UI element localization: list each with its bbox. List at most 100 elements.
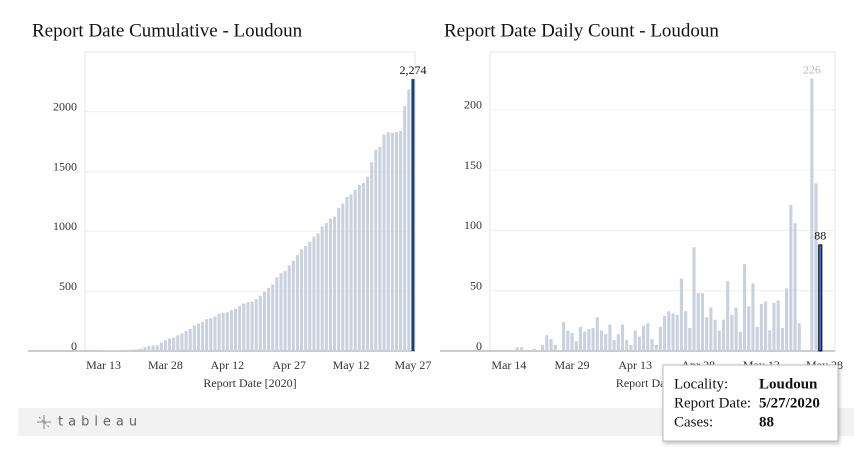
- bar: [654, 344, 658, 351]
- bar: [570, 332, 574, 351]
- bar: [126, 349, 130, 351]
- bar: [721, 319, 726, 351]
- bar: [163, 340, 167, 351]
- bar: [629, 344, 633, 351]
- bar: [345, 196, 349, 351]
- bar: [168, 338, 172, 351]
- x-tick-label: Mar 28: [148, 358, 183, 372]
- bar: [172, 337, 176, 351]
- bar: [814, 183, 818, 351]
- bar: [139, 348, 143, 351]
- bar: [279, 273, 283, 351]
- bar: [205, 319, 209, 351]
- bar: [130, 349, 134, 351]
- bar: [316, 233, 320, 351]
- bar: [604, 334, 608, 351]
- bar: [370, 162, 374, 351]
- y-tick-label: 0: [71, 339, 77, 353]
- bar: [225, 312, 229, 351]
- bar: [793, 223, 797, 351]
- bar: [637, 336, 641, 351]
- bar: [578, 326, 583, 351]
- x-tick-label: Apr 12: [210, 358, 244, 372]
- bar: [283, 271, 287, 351]
- bar: [312, 236, 316, 351]
- x-tick-label: Apr 13: [618, 358, 652, 372]
- bar: [213, 316, 217, 351]
- data-label: 226: [803, 62, 821, 76]
- bar: [328, 218, 332, 351]
- bar: [583, 331, 587, 351]
- charts: Report Date Cumulative - Loudoun05001000…: [28, 20, 843, 390]
- bar: [688, 328, 692, 351]
- bar: [713, 319, 717, 351]
- bar: [747, 306, 751, 351]
- bar: [642, 325, 646, 351]
- x-tick-label: May 27: [394, 358, 431, 372]
- bar: [217, 313, 221, 351]
- bar: [684, 311, 688, 351]
- y-tick-label: 1500: [53, 159, 77, 173]
- bar: [625, 340, 629, 351]
- bar: [242, 303, 246, 351]
- tooltip-label: Report Date:: [674, 395, 751, 411]
- bar: [751, 283, 755, 351]
- bar: [658, 326, 662, 351]
- bar: [250, 301, 254, 351]
- bar: [229, 310, 233, 351]
- bar: [810, 78, 814, 351]
- tableau-logo: [37, 415, 51, 429]
- bar: [738, 331, 742, 351]
- bar: [545, 335, 549, 351]
- tooltip-label: Cases:: [674, 414, 713, 430]
- bar: [143, 347, 147, 351]
- bar: [591, 328, 595, 351]
- bar: [700, 293, 705, 351]
- bar: [566, 330, 570, 351]
- bar: [797, 323, 801, 351]
- data-label: 2,274: [399, 63, 426, 77]
- bar: [122, 349, 126, 351]
- bar: [188, 328, 192, 351]
- bar: [541, 344, 545, 351]
- bar: [353, 189, 357, 351]
- bar: [671, 313, 675, 351]
- bar: [349, 194, 353, 351]
- bar: [374, 149, 378, 351]
- bar: [532, 348, 536, 351]
- bar: [742, 264, 747, 351]
- bar: [180, 333, 184, 351]
- bar: [184, 331, 188, 351]
- bar: [709, 307, 713, 351]
- bar: [519, 347, 524, 351]
- bar: [759, 303, 763, 351]
- bar: [267, 288, 271, 351]
- tooltip-box: [662, 364, 839, 442]
- bar: [608, 324, 612, 351]
- bar: [599, 330, 604, 351]
- bar: [726, 281, 730, 351]
- bar: [595, 317, 599, 351]
- bar: [764, 301, 768, 351]
- bar: [562, 322, 566, 351]
- bar: [361, 182, 365, 351]
- y-tick-label: 100: [464, 218, 482, 232]
- bar: [192, 325, 196, 351]
- data-label: 88: [814, 229, 826, 243]
- bar: [407, 89, 411, 352]
- bar: [587, 329, 591, 351]
- bar: [118, 349, 122, 351]
- bar: [696, 293, 700, 351]
- bar: [776, 300, 780, 351]
- chart-title: Report Date Daily Count - Loudoun: [444, 20, 719, 41]
- x-tick-label: Apr 27: [272, 358, 306, 372]
- x-tick-label: May 12: [333, 358, 370, 372]
- bar: [147, 345, 151, 351]
- bar: [549, 338, 553, 351]
- bar: [515, 347, 519, 351]
- bar: [553, 344, 557, 351]
- plot-frame: [489, 51, 836, 352]
- bar: [366, 176, 370, 351]
- bar: [394, 132, 398, 351]
